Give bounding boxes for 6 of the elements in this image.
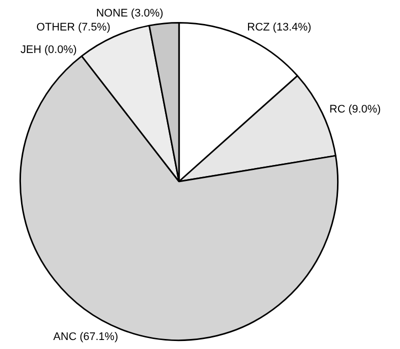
category-label: JEH (0.0%) [20, 44, 77, 56]
slice-label: NONE (3.0%) [96, 8, 164, 20]
slice-label: RC (9.0%) [329, 104, 381, 116]
slice-label: RCZ (13.4%) [247, 21, 312, 34]
slice-label: OTHER (7.5%) [36, 22, 110, 34]
slice-label: ANC (67.1%) [53, 330, 118, 343]
